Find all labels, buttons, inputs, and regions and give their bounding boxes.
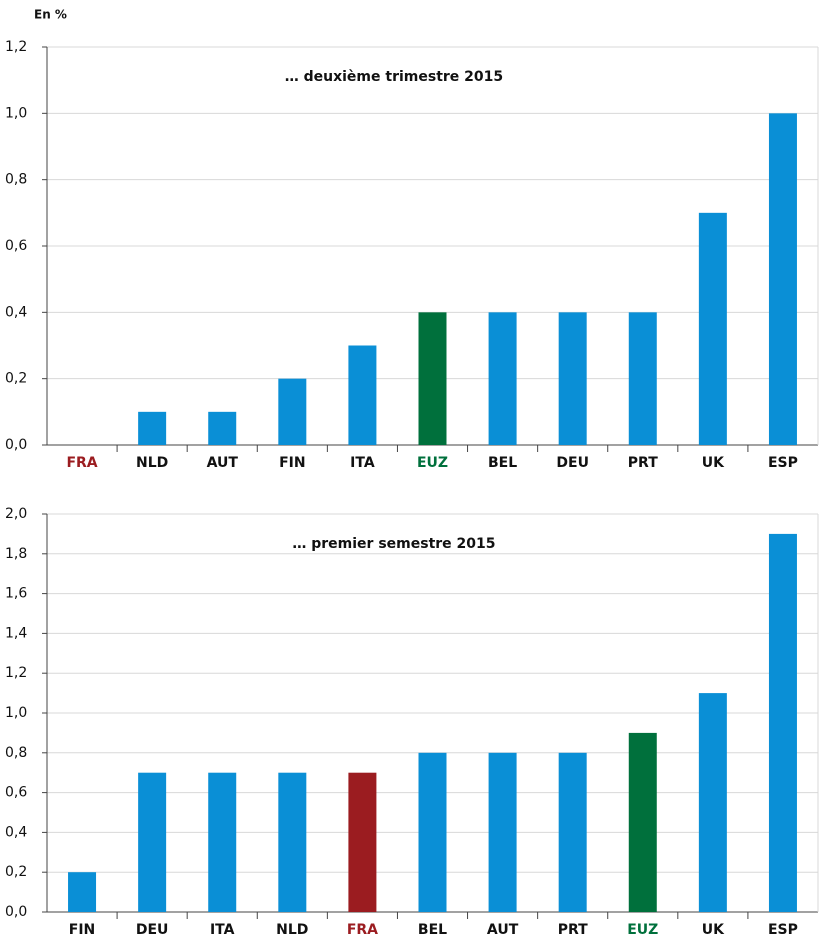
y-tick-label: 0,0 — [5, 904, 27, 920]
y-tick-label: 0,6 — [5, 785, 27, 801]
y-tick-label: 0,4 — [5, 304, 27, 320]
bar — [348, 772, 377, 912]
x-tick-label: EUZ — [417, 455, 448, 471]
y-tick-label: 1,6 — [5, 586, 27, 602]
bar — [768, 533, 797, 912]
x-tick-label: AUT — [487, 922, 519, 938]
y-tick-label: 1,4 — [5, 625, 27, 641]
y-tick-label: 1,0 — [5, 105, 27, 121]
x-tick-label: NLD — [136, 455, 168, 471]
unit-label: En % — [34, 8, 67, 22]
chart-title: … deuxième trimestre 2015 — [285, 69, 503, 85]
x-tick-label: PRT — [558, 922, 588, 938]
x-tick-label: FRA — [66, 455, 97, 471]
y-tick-label: 1,2 — [5, 665, 27, 681]
y-tick-label: 1,0 — [5, 705, 27, 721]
bar — [768, 113, 797, 445]
bar — [348, 345, 377, 445]
x-tick-label: ITA — [350, 455, 375, 471]
x-tick-label: BEL — [488, 455, 517, 471]
x-tick-label: UK — [702, 455, 725, 471]
bar — [278, 378, 307, 445]
x-tick-label: DEU — [136, 922, 169, 938]
x-tick-label: UK — [702, 922, 725, 938]
x-tick-label: NLD — [276, 922, 308, 938]
bar — [558, 752, 587, 912]
y-tick-label: 0,4 — [5, 824, 27, 840]
x-tick-label: FRA — [347, 922, 378, 938]
x-tick-label: AUT — [207, 455, 239, 471]
bar — [138, 772, 167, 912]
y-tick-label: 0,6 — [5, 238, 27, 254]
x-tick-label: EUZ — [627, 922, 658, 938]
x-tick-label: PRT — [628, 455, 658, 471]
bar — [558, 312, 587, 445]
x-tick-label: ITA — [210, 922, 235, 938]
chart-title: … premier semestre 2015 — [292, 536, 495, 552]
x-tick-label: BEL — [418, 922, 447, 938]
x-tick-label: ESP — [768, 455, 798, 471]
bar — [278, 772, 307, 912]
y-tick-label: 2,0 — [5, 506, 27, 522]
bar — [208, 772, 237, 912]
bar — [418, 312, 447, 445]
bar — [488, 312, 517, 445]
bar — [68, 872, 97, 912]
bar — [138, 411, 167, 445]
bar — [488, 752, 517, 912]
x-tick-label: FIN — [279, 455, 306, 471]
x-tick-label: FIN — [69, 922, 96, 938]
y-tick-label: 0,8 — [5, 745, 27, 761]
bar — [628, 312, 657, 445]
y-tick-label: 0,0 — [5, 437, 27, 453]
y-tick-label: 0,2 — [5, 371, 27, 387]
bar — [418, 752, 447, 912]
y-tick-label: 1,2 — [5, 39, 27, 55]
y-tick-label: 0,8 — [5, 172, 27, 188]
y-tick-label: 1,8 — [5, 546, 27, 562]
y-tick-label: 0,2 — [5, 864, 27, 880]
bar — [698, 212, 727, 445]
x-tick-label: ESP — [768, 922, 798, 938]
x-tick-label: DEU — [556, 455, 589, 471]
bar — [698, 693, 727, 912]
bar — [628, 732, 657, 912]
bar — [208, 411, 237, 445]
